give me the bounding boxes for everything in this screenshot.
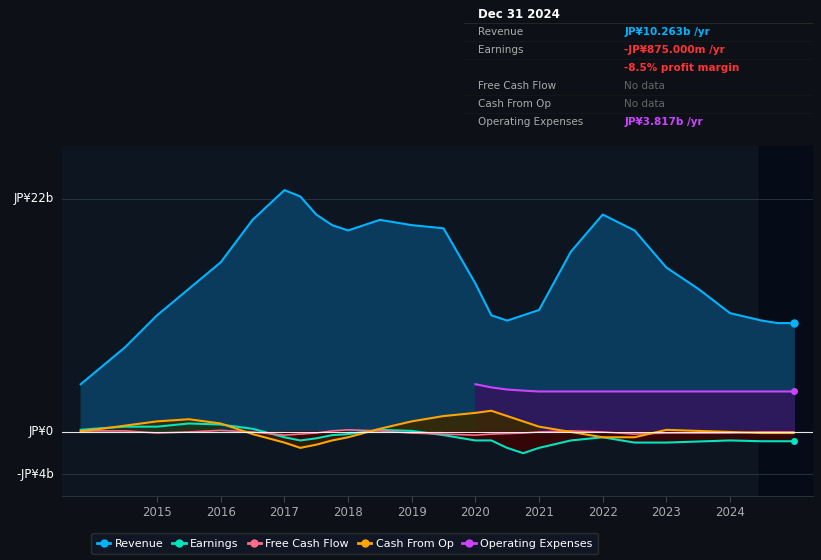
Text: JP¥3.817b /yr: JP¥3.817b /yr bbox=[624, 116, 703, 127]
Text: No data: No data bbox=[624, 81, 665, 91]
Text: Free Cash Flow: Free Cash Flow bbox=[478, 81, 556, 91]
Text: JP¥0: JP¥0 bbox=[29, 426, 54, 438]
Text: -8.5% profit margin: -8.5% profit margin bbox=[624, 63, 740, 73]
Text: Operating Expenses: Operating Expenses bbox=[478, 116, 583, 127]
Text: -JP¥4b: -JP¥4b bbox=[16, 468, 54, 481]
Text: Dec 31 2024: Dec 31 2024 bbox=[478, 8, 560, 21]
Bar bbox=[759, 146, 813, 496]
Text: JP¥22b: JP¥22b bbox=[14, 192, 54, 205]
Text: -JP¥875.000m /yr: -JP¥875.000m /yr bbox=[624, 45, 725, 55]
Legend: Revenue, Earnings, Free Cash Flow, Cash From Op, Operating Expenses: Revenue, Earnings, Free Cash Flow, Cash … bbox=[91, 533, 599, 554]
Text: No data: No data bbox=[624, 99, 665, 109]
Text: Earnings: Earnings bbox=[478, 45, 523, 55]
Text: JP¥10.263b /yr: JP¥10.263b /yr bbox=[624, 27, 710, 38]
Text: Cash From Op: Cash From Op bbox=[478, 99, 551, 109]
Text: Revenue: Revenue bbox=[478, 27, 523, 38]
